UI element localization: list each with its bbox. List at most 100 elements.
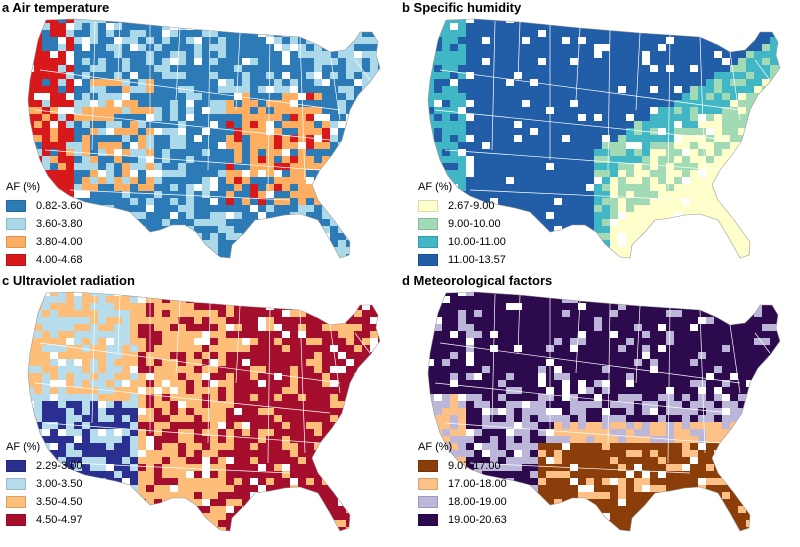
county-cell xyxy=(194,492,203,500)
county-cell xyxy=(570,219,579,227)
county-cell xyxy=(514,44,523,52)
county-cell xyxy=(586,79,595,87)
county-cell xyxy=(370,387,379,395)
county-cell xyxy=(154,485,163,493)
county-cell xyxy=(322,30,331,38)
county-cell xyxy=(90,142,99,150)
county-cell xyxy=(298,415,307,423)
county-cell xyxy=(642,19,651,24)
county-cell xyxy=(98,485,107,493)
county-cell xyxy=(114,219,123,227)
county-cell xyxy=(50,86,59,94)
county-cell xyxy=(82,114,91,122)
county-cell xyxy=(50,345,59,353)
county-cell xyxy=(82,19,91,24)
county-cell xyxy=(178,79,187,87)
county-cell xyxy=(28,310,35,318)
county-cell xyxy=(266,471,275,479)
county-cell xyxy=(346,19,355,24)
county-cell xyxy=(666,233,675,241)
county-cell xyxy=(634,37,643,45)
county-cell xyxy=(474,58,483,66)
county-cell xyxy=(146,191,155,199)
county-cell xyxy=(754,121,763,129)
county-cell xyxy=(314,359,323,367)
county-cell xyxy=(666,212,675,220)
county-cell xyxy=(266,415,275,423)
county-cell xyxy=(282,527,291,531)
county-cell xyxy=(282,254,291,258)
county-cell xyxy=(154,79,163,87)
county-cell xyxy=(666,261,674,268)
county-cell xyxy=(570,51,579,59)
county-cell xyxy=(314,198,323,206)
county-cell xyxy=(234,233,243,241)
county-cell xyxy=(322,121,331,129)
county-cell xyxy=(762,149,771,157)
county-cell xyxy=(466,51,475,59)
county-cell xyxy=(290,506,299,514)
county-cell xyxy=(578,142,587,150)
county-cell xyxy=(338,492,347,500)
county-cell xyxy=(378,163,380,171)
county-cell xyxy=(58,121,67,129)
county-cell xyxy=(274,121,283,129)
state-boundary xyxy=(267,34,271,191)
state-boundary xyxy=(469,189,691,201)
county-cell xyxy=(602,170,611,178)
county-cell xyxy=(570,30,579,38)
county-cell xyxy=(698,170,707,178)
county-cell xyxy=(82,324,91,332)
county-cell xyxy=(706,51,715,59)
county-cell xyxy=(498,191,507,199)
county-cell xyxy=(218,205,227,213)
county-cell xyxy=(306,345,315,353)
county-cell xyxy=(162,366,171,374)
county-cell xyxy=(378,450,380,458)
county-cell xyxy=(106,23,115,31)
county-cell xyxy=(186,93,195,101)
county-cell xyxy=(538,156,547,164)
county-cell xyxy=(50,387,59,395)
county-cell xyxy=(106,527,115,531)
county-cell xyxy=(338,310,347,318)
county-cell xyxy=(210,359,219,367)
county-cell xyxy=(586,219,595,227)
county-cell xyxy=(114,373,123,381)
county-cell xyxy=(322,240,331,248)
county-cell xyxy=(66,292,75,297)
county-cell xyxy=(362,233,371,241)
county-cell xyxy=(770,58,779,66)
county-cell xyxy=(338,65,347,73)
county-cell xyxy=(194,156,203,164)
county-cell xyxy=(42,163,51,171)
county-cell xyxy=(594,240,603,248)
county-cell xyxy=(66,464,75,472)
county-cell xyxy=(138,233,147,241)
county-cell xyxy=(130,212,139,220)
county-cell xyxy=(306,226,315,234)
county-cell xyxy=(330,44,339,52)
county-cell xyxy=(66,338,75,346)
county-cell xyxy=(162,135,171,143)
county-cell xyxy=(282,121,291,129)
county-cell xyxy=(258,338,267,346)
county-cell xyxy=(26,534,34,541)
county-cell xyxy=(362,492,371,500)
county-cell xyxy=(730,37,739,45)
county-cell xyxy=(130,380,139,388)
county-cell xyxy=(346,499,355,507)
county-cell xyxy=(458,107,467,115)
county-cell xyxy=(290,443,299,451)
legend-swatch xyxy=(6,478,26,490)
county-cell xyxy=(602,65,611,73)
county-cell xyxy=(746,212,755,220)
county-cell xyxy=(28,51,35,59)
county-cell xyxy=(434,79,443,87)
county-cell xyxy=(258,436,267,444)
county-cell xyxy=(306,387,315,395)
county-cell xyxy=(74,65,83,73)
county-cell xyxy=(530,247,539,255)
county-cell xyxy=(522,149,531,157)
county-cell xyxy=(562,79,571,87)
